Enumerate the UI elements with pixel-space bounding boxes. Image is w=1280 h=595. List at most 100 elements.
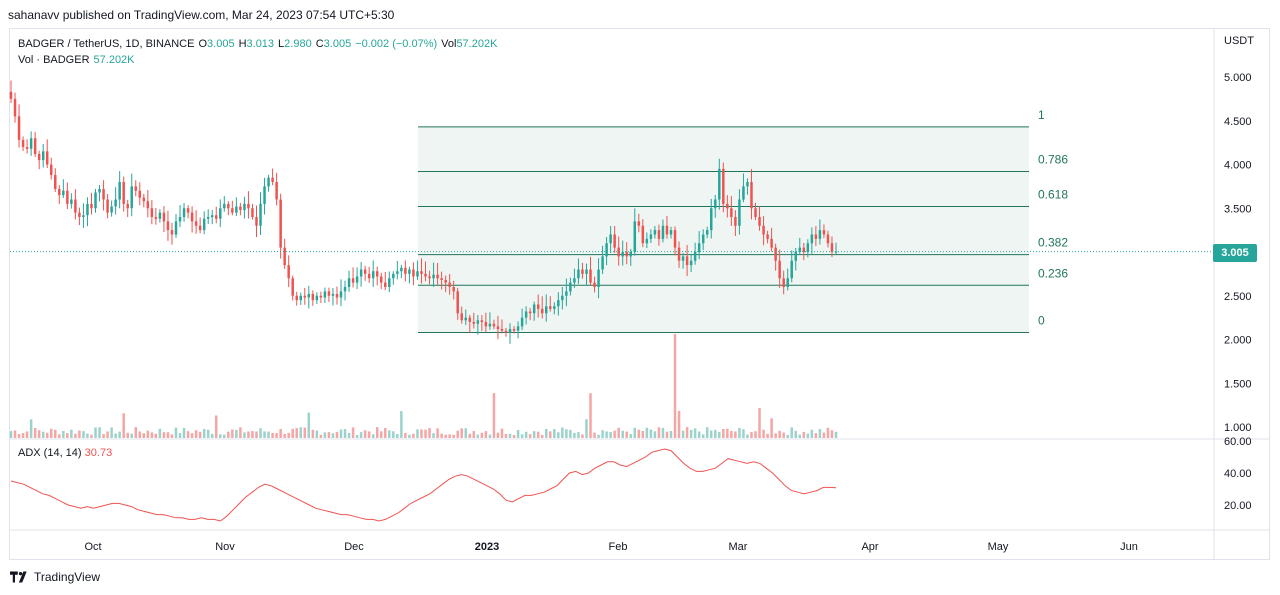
volume-bar <box>540 434 544 438</box>
volume-bar <box>271 432 274 438</box>
candle-body <box>331 294 335 296</box>
volume-bar <box>178 433 182 438</box>
candle-body <box>25 147 29 149</box>
candle-body <box>689 260 693 266</box>
candle-body <box>41 151 45 161</box>
volume-bar <box>508 433 512 438</box>
volume-bar <box>762 429 765 438</box>
volume-bar <box>311 429 315 438</box>
candle-body <box>379 276 383 283</box>
candle-body <box>392 273 395 279</box>
candle-body <box>323 291 327 298</box>
candle-body <box>810 234 814 244</box>
volume-bar <box>520 434 524 438</box>
volume-bar <box>384 428 387 438</box>
volume-bar <box>460 428 463 438</box>
volume-bar <box>106 431 109 438</box>
symbol-legend: BADGER / TetherUS, 1D, BINANCE O3.005 H3… <box>18 36 497 68</box>
volume-bar <box>347 432 351 438</box>
volume-bar <box>565 429 568 438</box>
volume-bar <box>709 430 713 438</box>
candle-body <box>746 182 749 187</box>
time-tick-label: Mar <box>729 541 748 553</box>
volume-bars <box>9 334 838 438</box>
volume-bar <box>110 427 113 438</box>
volume-bar <box>480 432 484 438</box>
candle-body <box>243 203 246 210</box>
volume-bar <box>798 434 802 438</box>
candle-body <box>492 323 496 327</box>
volume-bar <box>536 431 540 438</box>
candle-body <box>182 208 186 217</box>
candle-body <box>271 177 274 182</box>
volume-bar <box>754 431 757 438</box>
candle-body <box>432 274 435 279</box>
candle-body <box>227 203 230 209</box>
adx-label[interactable]: ADX (14, 14) <box>18 447 82 459</box>
symbol-title[interactable]: BADGER / TetherUS, 1D, BINANCE <box>18 38 195 50</box>
volume-bar <box>166 432 170 438</box>
candle-body <box>794 252 798 261</box>
volume-bar <box>279 429 282 438</box>
candle-body <box>464 317 468 321</box>
price-axis[interactable]: USDT5.0004.5004.0003.5003.0002.5002.0001… <box>1224 35 1254 512</box>
candle-body <box>685 256 689 266</box>
candle-body <box>98 189 101 193</box>
volume-bar <box>693 428 697 438</box>
volume-value: 57.202K <box>456 38 498 50</box>
candle-body <box>303 295 307 298</box>
candle-body <box>102 189 105 200</box>
fibonacci-retracement[interactable]: 1 0.786 0.618 0.382 0.236 0 <box>418 108 1068 333</box>
fib-level-label: 0.236 <box>1038 266 1068 280</box>
candle-body <box>734 217 737 226</box>
candle-body <box>496 326 500 329</box>
volume-bar <box>621 430 624 438</box>
volume-bar <box>633 427 637 438</box>
tradingview-logo-icon <box>10 571 27 583</box>
close-value: 3.005 <box>323 38 352 50</box>
open-value: 3.005 <box>207 38 235 50</box>
candle-body <box>170 230 174 235</box>
volume-bar <box>375 427 379 438</box>
volume-bar <box>613 430 616 438</box>
volume-bar <box>25 431 29 438</box>
volume-bar <box>697 431 701 438</box>
candle-body <box>589 269 592 283</box>
volume-bar <box>428 428 431 438</box>
volume-bar <box>810 429 814 438</box>
candle-body <box>822 230 826 235</box>
candle-body <box>154 217 158 219</box>
volume-bar <box>436 428 439 438</box>
volume-indicator-label[interactable]: Vol · BADGER <box>18 54 90 66</box>
volume-bar <box>379 431 383 438</box>
volume-bar <box>66 433 69 438</box>
volume-bar <box>468 433 472 438</box>
candle-body <box>774 247 777 261</box>
volume-bar <box>371 434 375 438</box>
volume-bar <box>247 431 250 438</box>
candle-body <box>198 225 202 231</box>
volume-bar <box>351 427 355 438</box>
volume-bar <box>102 434 105 438</box>
volume-bar <box>154 433 158 438</box>
volume-bar <box>573 432 576 438</box>
volume-bar <box>822 432 826 438</box>
candle-body <box>516 326 520 331</box>
volume-bar <box>323 432 327 438</box>
time-tick-label: Feb <box>609 541 628 553</box>
time-tick-label: Apr <box>861 541 878 553</box>
candle-body <box>798 247 802 252</box>
candle-body <box>693 252 697 261</box>
volume-bar <box>74 433 77 438</box>
footer-brand[interactable]: TradingView <box>10 570 100 584</box>
volume-bar <box>190 433 194 438</box>
candle-body <box>408 269 411 274</box>
time-axis[interactable]: Oct Nov Dec 2023 Feb Mar Apr May Jun <box>84 541 1137 553</box>
volume-bar <box>746 434 749 438</box>
fib-background <box>418 126 1029 333</box>
candle-body <box>428 276 431 279</box>
volume-bar <box>400 411 403 438</box>
time-tick-label: Jun <box>1120 541 1138 553</box>
volume-bar <box>605 431 608 438</box>
